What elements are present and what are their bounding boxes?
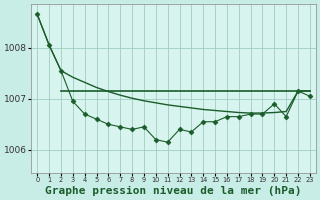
X-axis label: Graphe pression niveau de la mer (hPa): Graphe pression niveau de la mer (hPa) xyxy=(45,186,302,196)
